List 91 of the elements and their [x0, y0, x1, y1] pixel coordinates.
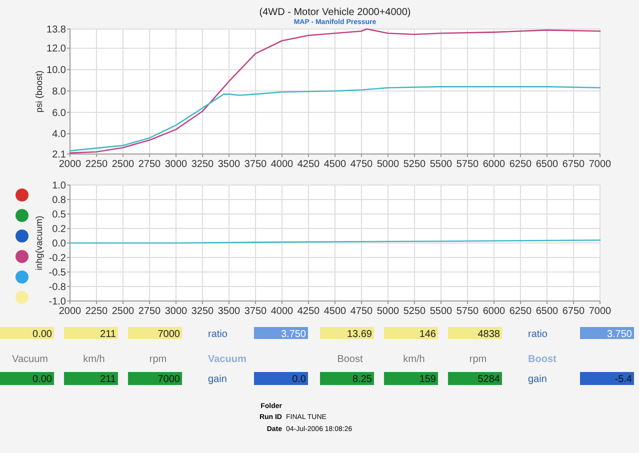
x-tick-label: 6250 [509, 306, 532, 317]
y-tick-label: -0.5 [48, 268, 66, 278]
y-tick-label: -0.2 [48, 253, 66, 264]
x-tick-label: 2750 [138, 306, 162, 317]
text: 159 [419, 374, 436, 385]
y-axis-title: inhg(vacuum) [34, 216, 44, 270]
x-tick-label: 3750 [244, 306, 268, 317]
x-tick-label: 3250 [191, 159, 214, 170]
x-tick-label: 4250 [297, 306, 320, 317]
text: gain [208, 374, 227, 385]
line-series [69, 28, 601, 154]
x-tick-label: 3500 [218, 306, 241, 317]
text: 3.750 [606, 329, 632, 340]
text: 0.00 [32, 374, 52, 385]
text: 146 [419, 329, 436, 340]
x-tick-label: 3250 [191, 306, 214, 317]
text: 211 [100, 374, 116, 385]
text: 4838 [478, 329, 500, 340]
x-tick-label: 2000 [58, 306, 82, 317]
x-tick-label: 4500 [324, 306, 347, 317]
x-tick-label: 3750 [244, 159, 268, 170]
text: km/h [83, 354, 105, 365]
text: 0.00 [32, 329, 52, 340]
text: 5284 [478, 374, 500, 385]
x-tick-label: 4000 [270, 159, 294, 170]
y-tick-label: 10.0 [46, 65, 66, 76]
y-tick-label: 0.8 [52, 195, 66, 206]
chart-title: (4WD - Motor Vehicle 2000+4000) [259, 7, 411, 18]
x-tick-label: 4750 [350, 306, 374, 317]
y-tick-label: 1.0 [52, 180, 66, 192]
x-tick-label: 5750 [456, 306, 480, 317]
text: 13.69 [346, 329, 372, 340]
x-tick-label: 3000 [164, 159, 188, 170]
x-tick-label: 4000 [270, 306, 294, 317]
text: 7000 [158, 374, 180, 385]
x-tick-label: 2500 [112, 159, 135, 170]
x-tick-label: 5750 [456, 159, 480, 170]
line-series [69, 86, 601, 152]
y-tick-label: -0.8 [48, 282, 66, 293]
x-tick-label: 6000 [482, 306, 506, 317]
y-axis-title: psi (boost) [34, 70, 44, 113]
x-tick-label: 6500 [536, 159, 559, 170]
x-tick-label: 3500 [218, 159, 241, 170]
y-tick-label: -1.0 [48, 296, 66, 308]
text: Boost [337, 354, 364, 365]
x-tick-label: 2500 [112, 306, 135, 317]
x-tick-label: 5500 [430, 159, 453, 170]
y-tick-label: 12.0 [46, 44, 66, 55]
text: gain [528, 374, 547, 385]
y-tick-label: 13.8 [46, 24, 66, 36]
x-tick-label: 4750 [350, 159, 374, 170]
text: Vacuum [12, 354, 48, 365]
y-tick-label: 0.0 [52, 238, 66, 250]
x-tick-label: 4500 [324, 159, 347, 170]
y-tick-label: 4.0 [52, 129, 66, 140]
text: Boost [528, 354, 557, 365]
text: rpm [149, 354, 167, 365]
x-tick-label: 3000 [164, 306, 188, 317]
text: 3.750 [280, 329, 306, 340]
text: km/h [403, 354, 425, 365]
text: -5.4 [614, 374, 632, 385]
x-tick-label: 5250 [403, 159, 426, 170]
x-tick-label: 6500 [536, 306, 559, 317]
text: 7000 [158, 329, 180, 340]
x-tick-label: 2750 [138, 159, 162, 170]
x-tick-label: 5000 [376, 306, 400, 317]
text: ratio [208, 329, 228, 340]
x-tick-label: 6000 [482, 159, 506, 170]
x-tick-label: 7000 [588, 306, 612, 317]
y-tick-label: 2.1 [52, 150, 66, 160]
y-tick-label: 6.0 [52, 108, 66, 119]
x-tick-label: 2250 [85, 306, 108, 317]
x-tick-label: 7000 [588, 159, 612, 170]
x-tick-label: 6750 [562, 306, 586, 317]
y-tick-label: 8.0 [52, 86, 66, 98]
text: Vacuum [208, 354, 246, 365]
x-tick-label: 4250 [297, 159, 320, 170]
x-tick-label: 2250 [85, 159, 108, 170]
x-tick-label: 6250 [509, 159, 532, 170]
text: 211 [100, 329, 116, 340]
x-tick-label: 2000 [58, 159, 82, 170]
x-tick-label: 5500 [430, 306, 453, 317]
x-tick-label: 5250 [403, 306, 426, 317]
text: 0.0 [292, 374, 306, 385]
x-tick-label: 6750 [562, 159, 586, 170]
y-tick-label: 0.2 [52, 224, 66, 235]
text: 8.25 [352, 374, 372, 385]
x-tick-label: 5000 [376, 159, 400, 170]
y-tick-label: 0.5 [52, 210, 66, 220]
text: rpm [469, 354, 487, 365]
text: ratio [528, 329, 548, 340]
